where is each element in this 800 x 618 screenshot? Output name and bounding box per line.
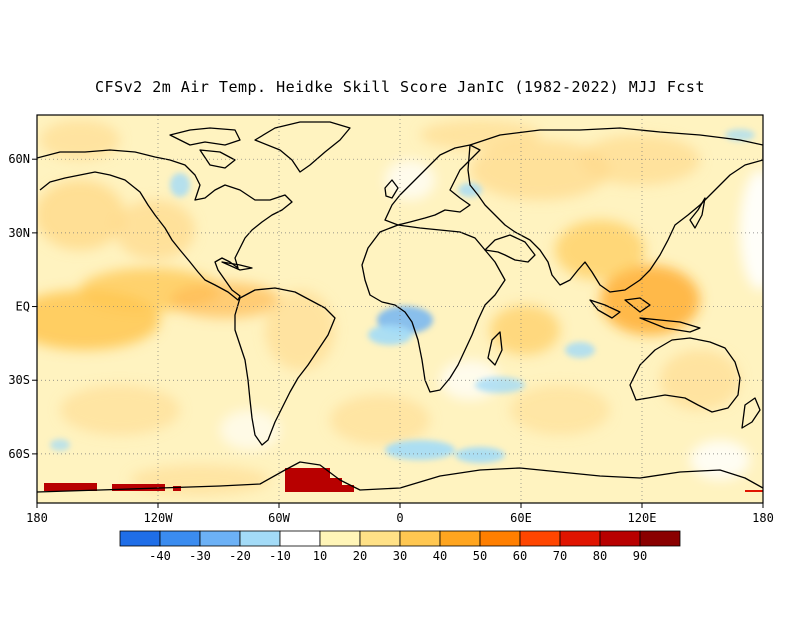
- coast-antarctica: [37, 461, 763, 493]
- x-tick-label: 180: [26, 511, 48, 525]
- colorbar-swatch: [399, 530, 441, 547]
- colorbar-label: -30: [189, 549, 211, 563]
- colorbar-swatch: [599, 530, 641, 547]
- colorbar-swatch: [239, 530, 281, 547]
- grid-lines: [37, 115, 763, 503]
- coast-europe: [384, 144, 481, 226]
- field-blue-regions: [50, 129, 755, 463]
- colorbar-swatch: [439, 530, 481, 547]
- y-tick-label: EQ: [16, 300, 30, 314]
- colorbar-swatch: [479, 530, 521, 547]
- x-tick-label: 180: [752, 511, 774, 525]
- axes: 180 120W 60W 0 60E 120E 180 60N 30N EQ 30S 60S: [8, 152, 774, 525]
- coast-new-zealand: [741, 397, 761, 429]
- y-tick-label: 30S: [8, 373, 30, 387]
- field-high-skill-blocks: [44, 468, 763, 492]
- colorbar-label: 10: [313, 549, 327, 563]
- colorbar-swatch: [559, 530, 601, 547]
- colorbar-swatch: [119, 530, 161, 547]
- coast-caribbean: [221, 261, 253, 271]
- colorbar-swatch: [639, 530, 681, 547]
- coastlines: [37, 121, 763, 493]
- colorbar-label: -10: [269, 549, 291, 563]
- skill-field: [37, 115, 763, 503]
- x-tick-label: 60W: [268, 511, 290, 525]
- colorbar-label: 20: [353, 549, 367, 563]
- x-tick-label: 60E: [510, 511, 532, 525]
- colorbar-label: 30: [393, 549, 407, 563]
- colorbar: -40 -30 -20 -10 10 20 30 40 50 60 70 80 90: [119, 530, 681, 563]
- colorbar-label: 50: [473, 549, 487, 563]
- coast-africa: [361, 224, 506, 393]
- y-tick-label: 60N: [8, 152, 30, 166]
- colorbar-label: 70: [553, 549, 567, 563]
- coast-japan: [689, 197, 706, 229]
- x-tick-label: 0: [396, 511, 403, 525]
- coast-indonesia: [589, 297, 701, 333]
- colorbar-label: 40: [433, 549, 447, 563]
- coast-asia: [467, 127, 763, 293]
- colorbar-label: -20: [229, 549, 251, 563]
- map-title: CFSv2 2m Air Temp. Heidke Skill Score Ja…: [95, 78, 705, 96]
- coast-australia: [629, 337, 741, 413]
- coast-south-america: [234, 287, 336, 446]
- y-tick-label: 30N: [8, 226, 30, 240]
- colorbar-label: -40: [149, 549, 171, 563]
- y-tick-label: 60S: [8, 447, 30, 461]
- colorbar-swatch: [199, 530, 241, 547]
- coast-north-america: [37, 149, 293, 301]
- colorbar-swatch: [279, 530, 321, 547]
- x-tick-label: 120E: [628, 511, 657, 525]
- colorbar-swatch: [319, 530, 361, 547]
- colorbar-swatch: [159, 530, 201, 547]
- colorbar-swatch: [519, 530, 561, 547]
- colorbar-label: 60: [513, 549, 527, 563]
- colorbar-label: 90: [633, 549, 647, 563]
- coast-madagascar: [487, 331, 503, 366]
- coast-greenland: [254, 121, 351, 173]
- x-tick-label: 120W: [144, 511, 174, 525]
- colorbar-swatch: [359, 530, 401, 547]
- coast-arctic-islands: [169, 127, 241, 169]
- coast-uk: [384, 179, 399, 199]
- colorbar-label: 80: [593, 549, 607, 563]
